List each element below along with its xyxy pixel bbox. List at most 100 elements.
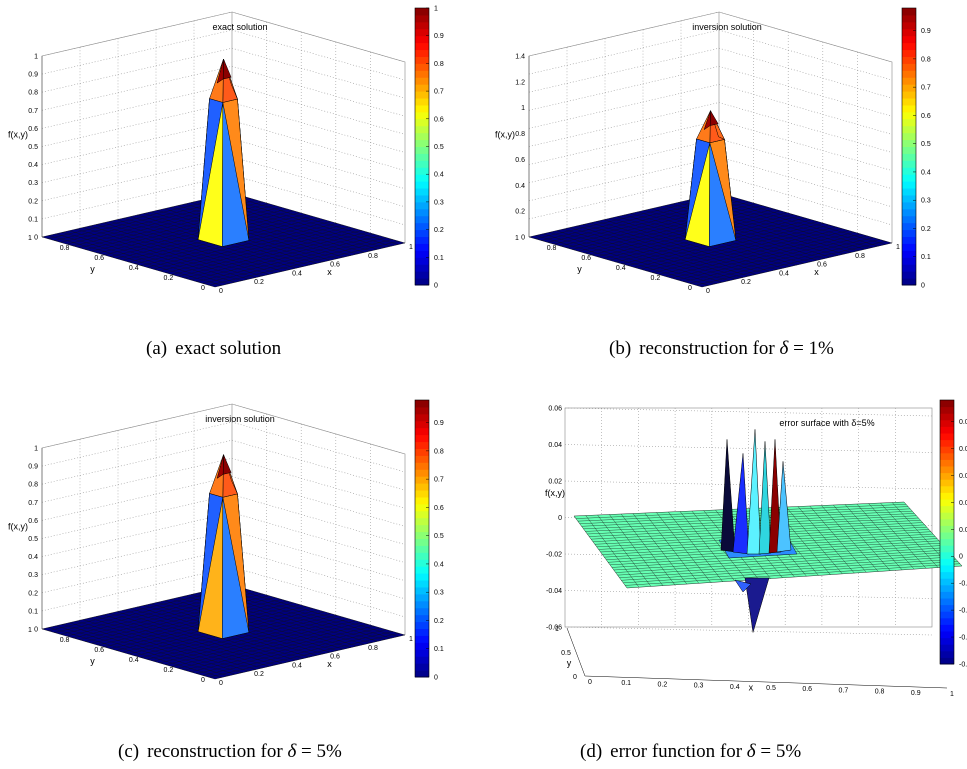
pa-y-tick: 0.2: [164, 275, 174, 282]
pd-y-tick: 0.5: [561, 650, 571, 657]
pc-spike-facet: [209, 454, 224, 498]
pb-spike-facet: [696, 110, 711, 144]
pa-x-tick: 0.6: [330, 262, 340, 269]
pa-colorbar-band: [415, 63, 429, 71]
pd-spike: [776, 461, 792, 553]
pd-colorbar-band: [940, 485, 954, 493]
pa-y-label: y: [90, 264, 95, 274]
pa-colorbar-label: 0.1: [434, 255, 444, 262]
pb-colorbar-label: 0.8: [921, 56, 931, 63]
caption-c-symbol: δ: [287, 741, 297, 762]
pb-colorbar-band: [902, 77, 916, 85]
pa-colorbar-band: [415, 49, 429, 57]
pa-z-tick: 0.3: [28, 180, 38, 187]
pa-wall-grid: [41, 65, 406, 117]
pa-z-label: f(x,y): [8, 129, 28, 139]
pa-colorbar-band: [415, 215, 429, 224]
pb-colorbar-label: 0.7: [921, 85, 931, 92]
caption-b-prefix: reconstruction for: [639, 338, 780, 359]
pc-colorbar-band: [415, 517, 429, 526]
pd-x-tick: 0: [588, 679, 592, 686]
pd-colorbar-band: [940, 617, 954, 625]
pc-z-tick: 0: [34, 627, 38, 634]
pb-y-tick: 0: [688, 285, 692, 292]
pc-colorbar-label: 0.4: [434, 561, 444, 568]
pb-wall-grid: [528, 84, 893, 135]
pc-z-tick: 0.2: [28, 590, 38, 597]
pc-wall-grid: [41, 421, 406, 473]
pd-y-tick: 1: [555, 626, 559, 633]
pa-colorbar-band: [415, 84, 429, 92]
pd-z-label: f(x,y): [545, 488, 565, 498]
pd-colorbar-band: [940, 551, 954, 559]
pc-colorbar-band: [415, 538, 429, 546]
pb-colorbar-band: [902, 56, 916, 64]
pd-colorbar-band: [940, 644, 954, 652]
pb-colorbar-band: [902, 49, 916, 57]
pa-colorbar-band: [415, 257, 429, 265]
pa-z-tick: 0.1: [28, 216, 38, 223]
pb-colorbar-label: 0.6: [921, 113, 931, 120]
pc-y-tick: 0.8: [60, 637, 70, 644]
pc-colorbar-band: [415, 663, 429, 671]
pa-colorbar-band: [415, 264, 429, 272]
pd-grid: [564, 626, 933, 636]
pb-colorbar-band: [902, 35, 916, 44]
pd-x-tick: 0.5: [766, 685, 776, 692]
pd-colorbar-band: [940, 525, 954, 533]
pd-colorbar-band: [940, 538, 954, 546]
pd-z-tick: -0.06: [546, 625, 562, 632]
pb-colorbar-band: [902, 42, 916, 51]
pc-x-tick: 0.2: [254, 671, 264, 678]
pa-floor-mesh: [164, 208, 338, 259]
pc-spike-tip: [216, 454, 224, 479]
caption-a-text: exact solution: [175, 338, 282, 359]
pd-colorbar-band: [940, 650, 954, 658]
pd-z-tick: -0.02: [546, 552, 562, 559]
pb-wall-grid: [528, 11, 893, 63]
pa-colorbar-band: [415, 278, 429, 286]
pd-colorbar-band: [940, 611, 954, 619]
pc-colorbar-band: [415, 476, 429, 484]
pb-y-tick: 0.4: [616, 265, 626, 272]
pd-colorbar-band: [940, 558, 954, 566]
pa-colorbar-band: [415, 229, 429, 238]
pc-colorbar-band: [415, 406, 429, 415]
pd-plane-mesh: [809, 505, 867, 573]
pd-colorbar-band: [940, 532, 954, 540]
pc-z-tick: 0.5: [28, 536, 38, 543]
pc-colorbar-label: 0: [434, 675, 438, 682]
pb-wall-grid: [528, 120, 893, 171]
pd-spike: [746, 429, 762, 555]
pc-colorbar-band: [415, 593, 429, 602]
pd-colorbar-band: [940, 472, 954, 480]
pa-x-tick: 0.4: [292, 270, 302, 277]
pb-x-tick: 1: [896, 244, 900, 251]
pb-z-tick: 1.4: [515, 54, 525, 61]
pd-x-tick: 0.3: [694, 683, 704, 690]
pa-colorbar-band: [415, 160, 429, 168]
pb-colorbar-label: 0.2: [921, 226, 931, 233]
pc-colorbar-band: [415, 600, 429, 609]
pc-colorbar-band: [415, 649, 429, 657]
pd-trough: [734, 579, 752, 593]
pd-colorbar-band: [940, 413, 954, 421]
pb-colorbar-band: [902, 98, 916, 106]
pd-colorbar-band: [940, 637, 954, 645]
surface-plot-c: 0 0.2 0.4 0.6 0.8 1 x 0 0.2 0.4 0.6 0.8 1 y 0 0.1 0.2 0.3…: [8, 399, 444, 687]
pa-colorbar-band: [415, 208, 429, 217]
panel-d: -0.06 -0.04 -0.02 0 0.02 0.04 0.06 f(x,y) error …: [487, 392, 967, 697]
pd-title: error surface with δ=5%: [779, 418, 874, 428]
pb-floor-mesh: [651, 208, 825, 259]
pd-x-tick: 0.1: [621, 680, 631, 687]
pc-floor-mesh: [97, 600, 288, 646]
pa-colorbar-band: [415, 70, 429, 78]
pb-spike-tip: [709, 109, 719, 126]
pb-colorbar-band: [902, 28, 916, 37]
surface-plot-a: 0 0.2 0.4 0.6 0.8 1 x 0 0.2 0.4 0.6 0.8 1 y 0 0.1 0.2 0.3…: [8, 6, 444, 296]
panel-c: 0 0.2 0.4 0.6 0.8 1 x 0 0.2 0.4 0.6 0.8 1 y 0 0.1 0.2 0.3…: [0, 392, 480, 692]
pd-y-tick: 0: [573, 674, 577, 681]
pd-colorbar-band: [940, 426, 954, 434]
pa-z-tick: 0.8: [28, 90, 38, 97]
pb-wall-grid: [528, 29, 893, 81]
